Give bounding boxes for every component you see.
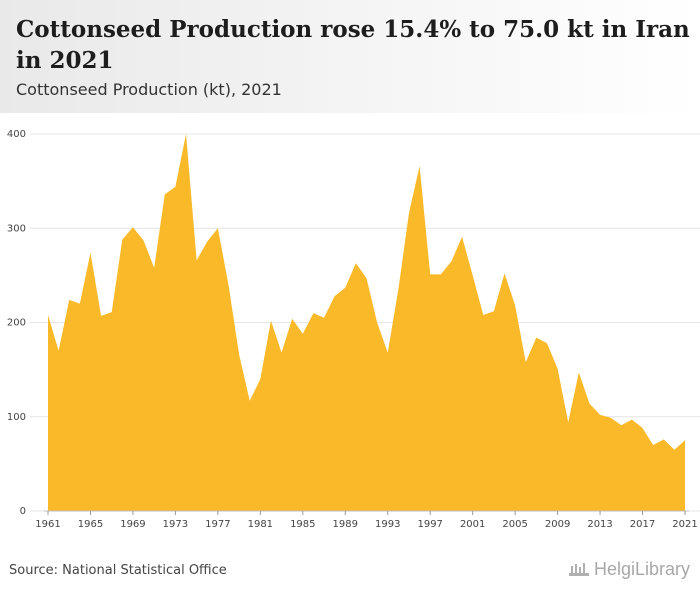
x-tick-label: 2009 [545,519,570,530]
x-tick-label: 2005 [502,519,527,530]
header: Cottonseed Production rose 15.4% to 75.0… [0,0,700,113]
y-axis-ticks: 0 100 200 300 400 [7,129,26,517]
y-tick-label: 100 [7,412,26,423]
page-title: Cottonseed Production rose 15.4% to 75.0… [16,16,690,74]
x-tick-label: 2001 [460,519,485,530]
x-tick-label: 2013 [587,519,612,530]
x-tick-label: 1961 [35,519,60,530]
source-note: Source: National Statistical Office [9,563,227,578]
x-tick-label: 1973 [163,519,188,530]
x-axis-ticks: 1961 1965 1969 1973 1977 1981 1985 1989 1993 1997… [35,510,698,530]
x-tick-label: 1997 [417,519,442,530]
y-tick-label: 200 [7,318,26,329]
x-tick-label: 1965 [78,519,103,530]
x-tick-label: 1977 [205,519,230,530]
x-tick-label: 1981 [248,519,273,530]
x-tick-label: 1969 [120,519,145,530]
x-tick-label: 1989 [333,519,358,530]
y-tick-label: 0 [20,506,26,517]
helgi-library-logo[interactable]: HelgiLibrary [568,559,690,580]
x-tick-label: 1985 [290,519,315,530]
x-tick-label: 2021 [672,519,697,530]
x-tick-label: 2017 [630,519,655,530]
brand-name: HelgiLibrary [593,559,690,579]
production-area [48,134,685,511]
y-tick-label: 400 [7,129,26,140]
y-tick-label: 300 [7,223,26,234]
helgi-library-logo-icon [568,562,589,576]
chart-subtitle: Cottonseed Production (kt), 2021 [16,80,282,99]
x-tick-label: 1993 [375,519,400,530]
